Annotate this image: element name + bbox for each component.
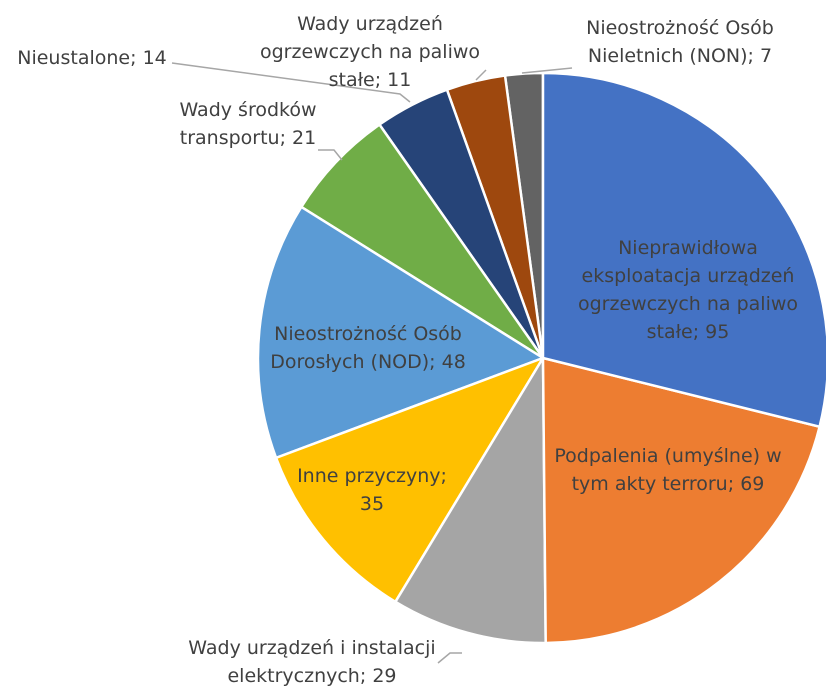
- data-label-box: Podpalenia (umyślne) w tym akty terroru;…: [548, 430, 788, 510]
- pie-slice: [256, 205, 546, 460]
- data-label: Wady środków transportu; 21: [153, 89, 343, 159]
- pie-slice: [541, 356, 822, 645]
- leader-line: [437, 652, 462, 664]
- value-label: 7: [760, 45, 773, 67]
- data-label-box: Wady środków transportu; 21: [153, 89, 343, 159]
- category-name: Nieustalone: [17, 47, 131, 69]
- category-name: Wady środków transportu: [179, 99, 317, 149]
- data-label-text: Nieprawidłowa eksploatacja urządzeń ogrz…: [563, 234, 813, 346]
- data-label: Inne przyczyny; 35: [282, 455, 462, 525]
- category-name: Podpalenia (umyślne) w tym akty terroru: [554, 445, 782, 495]
- pie-slice: [299, 122, 545, 360]
- value-label: 14: [142, 47, 167, 69]
- value-label: 29: [372, 665, 397, 687]
- separator: ;: [429, 351, 436, 373]
- separator: ;: [692, 321, 700, 343]
- value-label: 48: [441, 351, 466, 373]
- value-label: 11: [387, 69, 412, 91]
- data-label-text: Nieustalone; 14: [17, 44, 167, 72]
- data-label-box: Nieustalone; 14: [2, 41, 182, 75]
- value-label: 35: [359, 493, 385, 515]
- data-label-text: Inne przyczyny; 35: [282, 462, 462, 518]
- data-label: Podpalenia (umyślne) w tym akty terroru;…: [548, 430, 788, 510]
- data-label: Wady urządzeń i instalacji elektrycznych…: [177, 617, 447, 697]
- data-label-box: Inne przyczyny; 35: [282, 455, 462, 525]
- data-label-text: Wady urządzeń ogrzewczych na paliwo stał…: [245, 10, 495, 94]
- data-label: Nieostrożność Osób Nieletnich (NON); 7: [565, 7, 795, 77]
- data-label-text: Wady środków transportu; 21: [153, 96, 343, 152]
- pie-slice: [541, 71, 826, 429]
- pie-slice: [274, 355, 546, 604]
- data-label-text: Podpalenia (umyślne) w tym akty terroru;…: [548, 442, 788, 498]
- value-label: 95: [705, 321, 730, 343]
- value-label: 21: [292, 127, 317, 149]
- value-label: 69: [740, 473, 765, 495]
- separator: ;: [440, 465, 447, 487]
- category-name: Nieostrożność Osób Nieletnich (NON): [586, 17, 774, 67]
- category-name: Nieprawidłowa eksploatacja urządzeń ogrz…: [577, 237, 799, 343]
- separator: ;: [359, 665, 367, 687]
- category-name: Nieostrożność Osób Dorosłych (NOD): [270, 323, 462, 373]
- leader-lines: [171, 62, 573, 664]
- leader-line: [318, 149, 343, 161]
- separator: ;: [374, 69, 382, 91]
- category-name: Wady urządzeń i instalacji elektrycznych: [188, 637, 436, 687]
- separator: ;: [279, 127, 286, 149]
- data-label: Nieustalone; 14: [2, 41, 182, 75]
- separator: ;: [727, 473, 735, 495]
- category-name: Inne przyczyny: [297, 465, 441, 487]
- data-label-text: Nieostrożność Osób Nieletnich (NON); 7: [565, 14, 795, 70]
- data-label-box: Wady urządzeń i instalacji elektrycznych…: [177, 617, 447, 697]
- data-label-box: Nieostrożność Osób Dorosłych (NOD); 48: [253, 313, 483, 383]
- data-label-box: Nieprawidłowa eksploatacja urządzeń ogrz…: [563, 225, 813, 355]
- data-label-text: Nieostrożność Osób Dorosłych (NOD); 48: [253, 320, 483, 376]
- leader-line: [171, 62, 411, 103]
- data-label-text: Wady urządzeń i instalacji elektrycznych…: [177, 634, 447, 690]
- pie-slice: [393, 353, 547, 645]
- leader-line: [521, 67, 573, 74]
- data-label-box: Nieostrożność Osób Nieletnich (NON); 7: [565, 7, 795, 77]
- data-label: Nieostrożność Osób Dorosłych (NOD); 48: [253, 313, 483, 383]
- data-label: Nieprawidłowa eksploatacja urządzeń ogrz…: [563, 225, 813, 355]
- separator: ;: [130, 47, 137, 69]
- data-label: Wady urządzeń ogrzewczych na paliwo stał…: [245, 5, 495, 100]
- category-name: Wady urządzeń ogrzewczych na paliwo stał…: [259, 13, 481, 91]
- separator: ;: [747, 45, 754, 67]
- leader-line: [475, 69, 487, 81]
- data-label-box: Wady urządzeń ogrzewczych na paliwo stał…: [245, 5, 495, 100]
